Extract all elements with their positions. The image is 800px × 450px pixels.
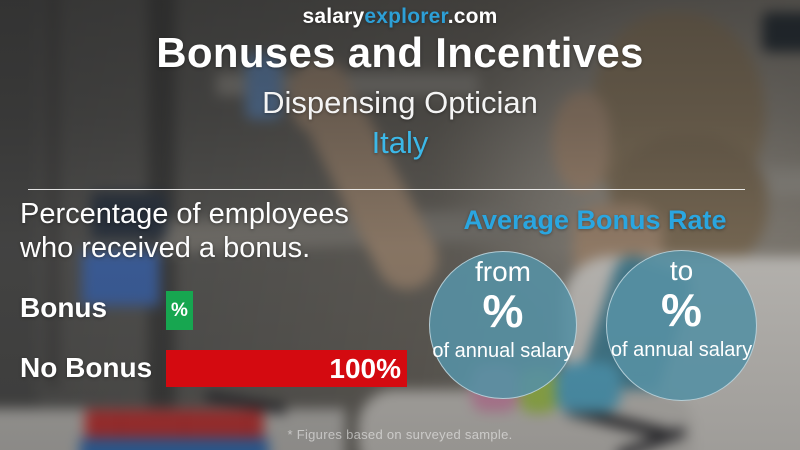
logo-salary: salary [302,5,365,28]
footnote: * Figures based on surveyed sample. [287,427,513,442]
bonus-percent-badge: % [166,291,193,330]
from-percent-symbol: % [482,285,524,337]
page-title: Bonuses and Incentives [156,29,644,76]
description-line-2: who received a bonus. [20,232,311,264]
from-suffix: of annual salary [432,340,574,362]
job-title: Dispensing Optician [262,85,538,120]
description-line-1: Percentage of employees [20,198,349,230]
no-bonus-bar: 100% [166,350,407,387]
bonus-rate-to-circle: to % of annual salary [606,250,757,401]
bonus-label: Bonus [20,292,108,323]
from-label: from [475,256,531,287]
bonus-rate-from-circle: from % of annual salary [429,251,577,399]
to-percent-symbol: % [661,284,702,336]
no-bonus-value: 100% [329,352,401,384]
no-bonus-label: No Bonus [20,352,153,383]
to-label: to [669,255,694,286]
average-bonus-rate-title: Average Bonus Rate [463,205,727,235]
logo-domain: .com [447,5,498,28]
site-logo: salaryexplorer.com [0,5,800,29]
to-suffix: of annual salary [610,339,753,361]
country-name: Italy [371,125,429,160]
logo-explorer: explorer [364,5,448,28]
bonus-description: Percentage of employees who received a b… [20,197,349,265]
divider-line [28,189,745,190]
